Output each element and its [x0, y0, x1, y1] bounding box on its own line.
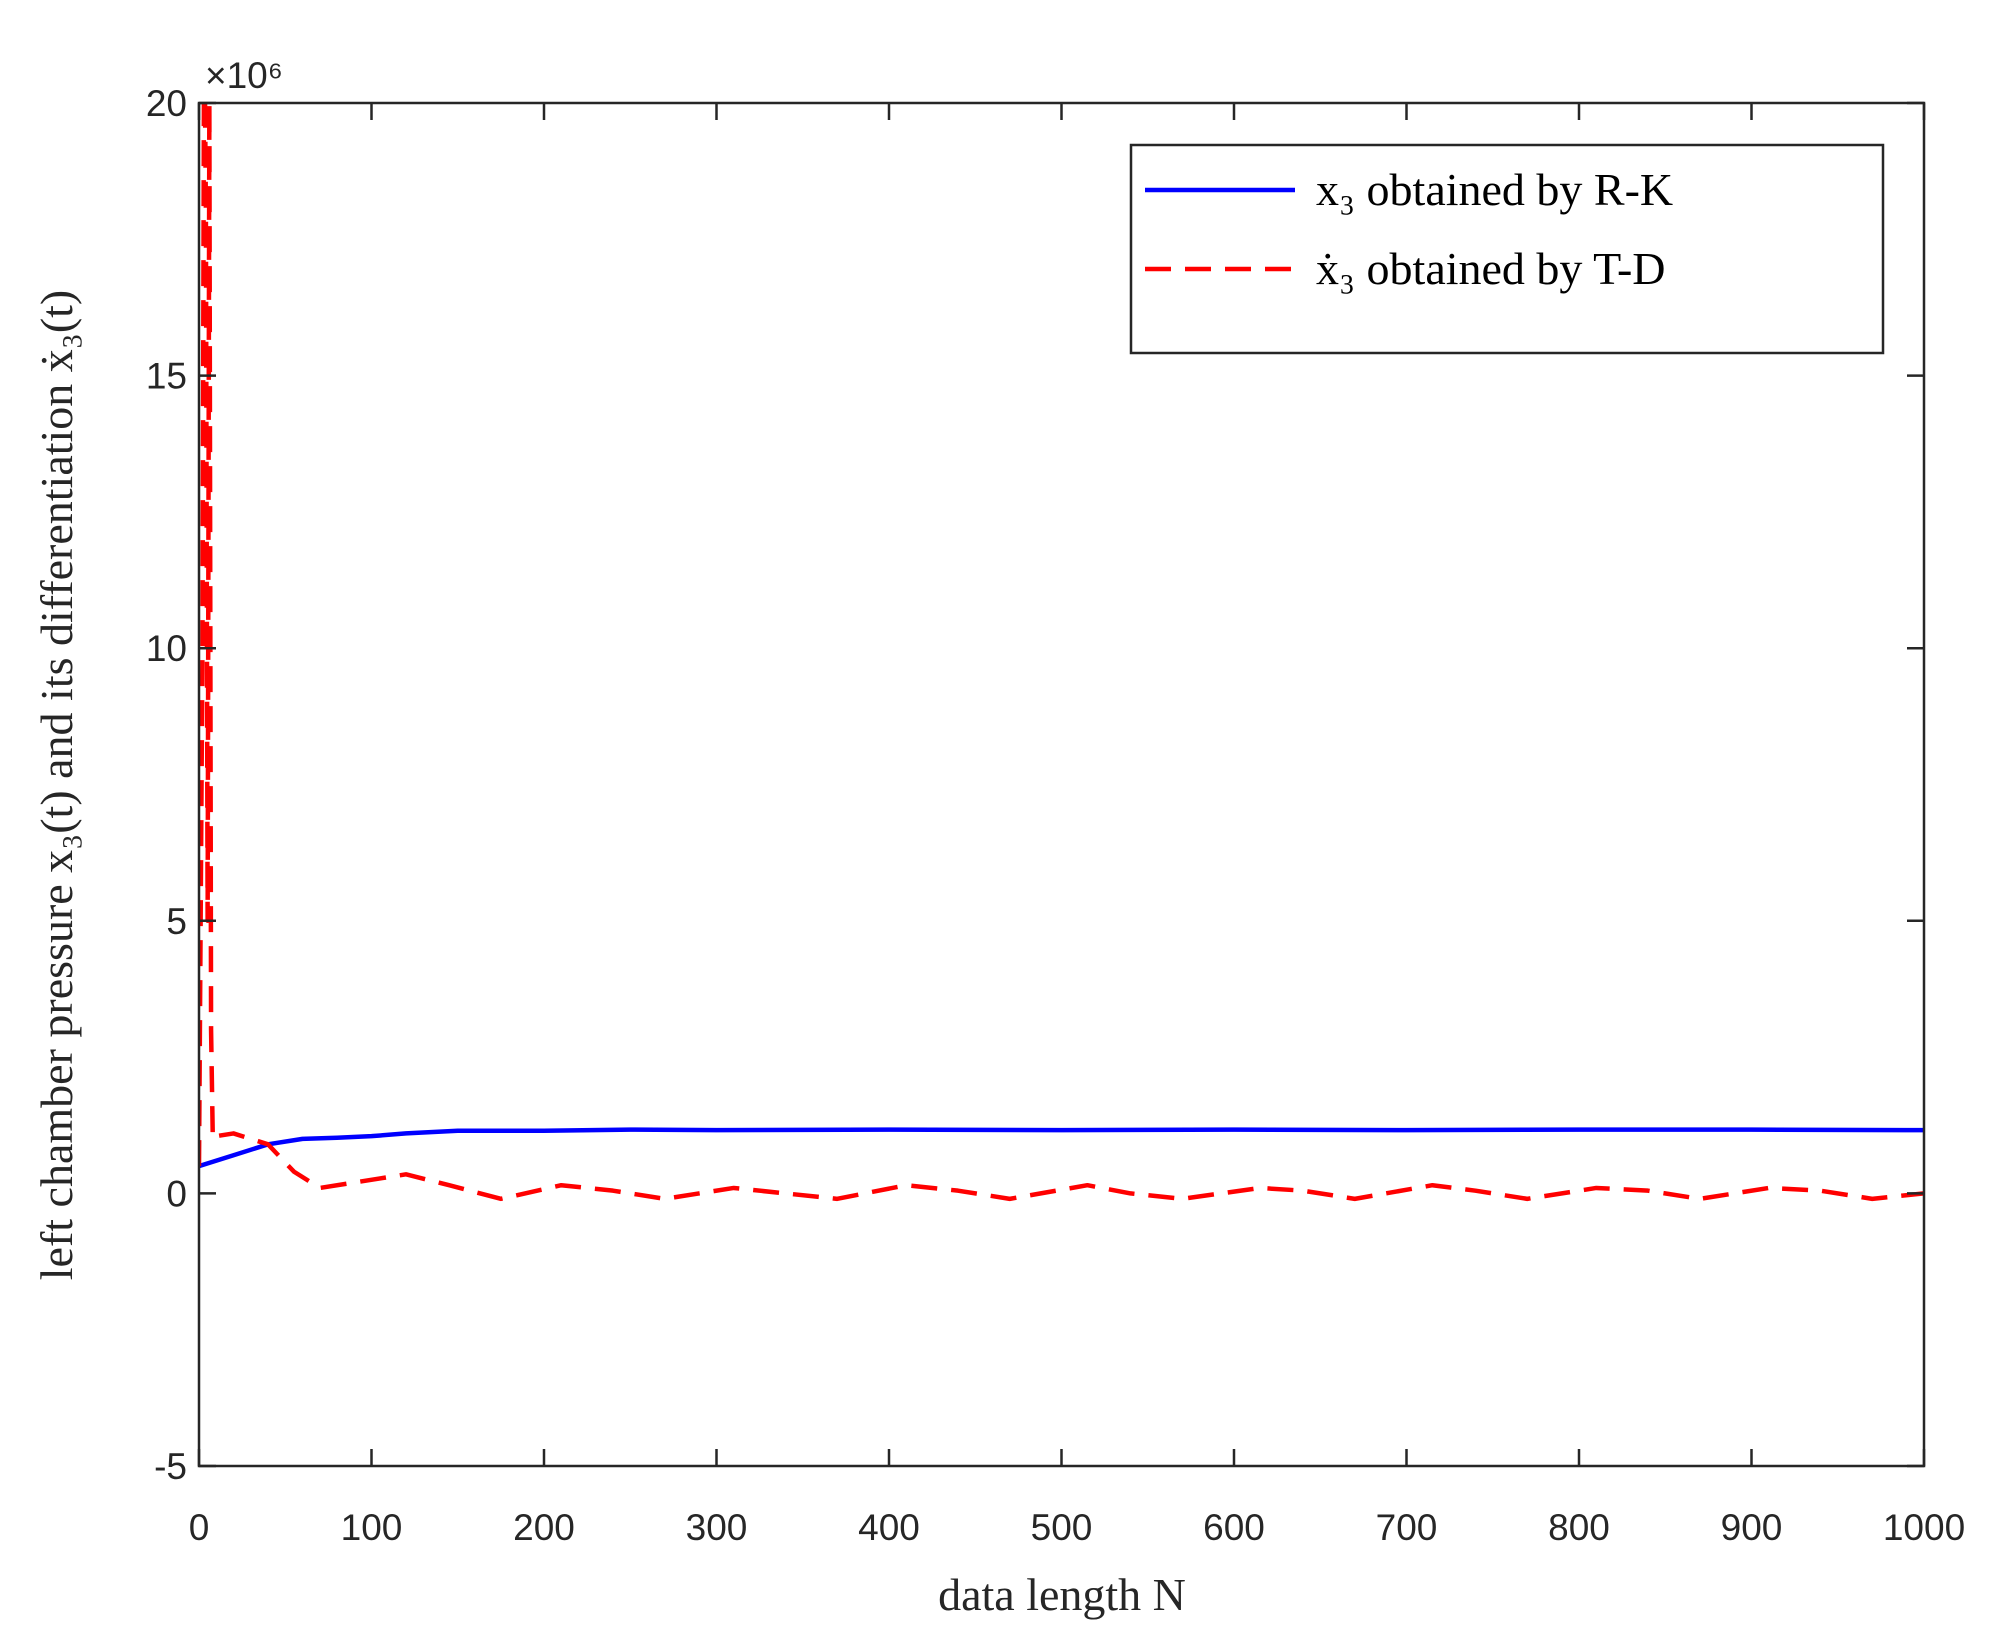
y-tick-label: 0	[166, 1173, 187, 1214]
y-tick-label: 10	[146, 628, 187, 669]
x-tick-label: 800	[1548, 1507, 1610, 1548]
plot-area	[199, 103, 1924, 1202]
series-line	[199, 1127, 1924, 1169]
x-tick-label: 1000	[1883, 1507, 1965, 1548]
y-multiplier: ×10⁶	[205, 55, 283, 96]
y-axis-label: left chamber pressure x₃(t) and its diff…	[31, 290, 82, 1280]
legend-label: x₃ obtained by R-K	[1316, 164, 1673, 215]
x-tick-label: 0	[189, 1507, 210, 1548]
y-tick-label: 5	[166, 901, 187, 942]
legend-box	[1129, 143, 1885, 355]
x-tick-label: 100	[341, 1507, 403, 1548]
x-tick-label: 900	[1721, 1507, 1783, 1548]
x-tick-label: 700	[1376, 1507, 1438, 1548]
y-tick-label: -5	[154, 1446, 187, 1487]
x-tick-label: 200	[513, 1507, 575, 1548]
legend-label: ẋ₃ obtained by T-D	[1316, 243, 1666, 294]
y-tick-label: 20	[146, 83, 187, 124]
x-tick-label: 500	[1031, 1507, 1093, 1548]
series-line	[199, 103, 1924, 1202]
x-tick-label: 600	[1203, 1507, 1265, 1548]
x-tick-label: 400	[858, 1507, 920, 1548]
x-axis-label: data length N	[938, 1569, 1186, 1620]
x-tick-label: 300	[686, 1507, 748, 1548]
y-tick-label: 15	[146, 356, 187, 397]
